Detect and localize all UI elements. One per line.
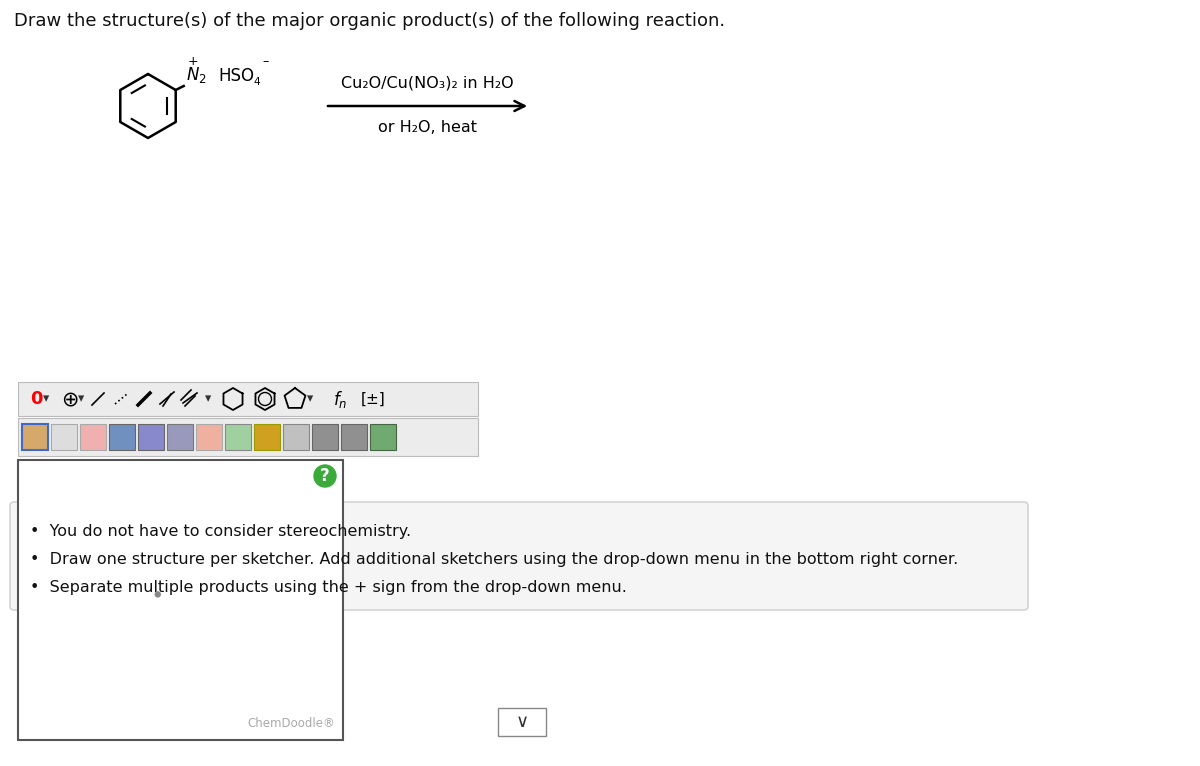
Bar: [370, 424, 396, 450]
Bar: [22, 424, 48, 450]
Text: $N_2$: $N_2$: [186, 65, 206, 85]
Text: 0: 0: [30, 390, 42, 408]
Bar: [109, 424, 134, 450]
Text: Cu₂O/Cu(NO₃)₂ in H₂O: Cu₂O/Cu(NO₃)₂ in H₂O: [341, 75, 514, 90]
Text: ▾: ▾: [78, 392, 84, 405]
Bar: [341, 424, 367, 450]
Text: •  Draw one structure per sketcher. Add additional sketchers using the drop-down: • Draw one structure per sketcher. Add a…: [30, 552, 959, 567]
Text: ∨: ∨: [516, 713, 528, 731]
Text: •  You do not have to consider stereochemistry.: • You do not have to consider stereochem…: [30, 524, 412, 539]
Text: ▾: ▾: [205, 392, 211, 405]
Bar: [80, 424, 106, 450]
Text: HSO: HSO: [218, 67, 254, 85]
FancyBboxPatch shape: [10, 502, 1028, 610]
Text: Draw the structure(s) of the major organic product(s) of the following reaction.: Draw the structure(s) of the major organ…: [14, 12, 725, 30]
Bar: [312, 424, 338, 450]
Bar: [254, 424, 280, 450]
Text: –: –: [263, 55, 269, 68]
Bar: [283, 424, 310, 450]
Bar: [498, 708, 546, 736]
Text: or H₂O, heat: or H₂O, heat: [378, 120, 478, 135]
Text: +: +: [187, 55, 198, 68]
Circle shape: [155, 592, 161, 597]
Circle shape: [314, 465, 336, 487]
Text: ▾: ▾: [43, 392, 49, 405]
Text: $\mathit{f_n}$: $\mathit{f_n}$: [332, 388, 347, 410]
Bar: [226, 424, 251, 450]
Bar: [18, 418, 478, 456]
Bar: [138, 424, 164, 450]
Bar: [18, 382, 478, 416]
Bar: [196, 424, 222, 450]
Text: $_4$: $_4$: [253, 73, 260, 88]
Bar: [18, 460, 343, 740]
Bar: [167, 424, 193, 450]
Text: ▾: ▾: [307, 392, 313, 405]
Bar: [50, 424, 77, 450]
Text: ChemDoodle®: ChemDoodle®: [247, 717, 335, 730]
Text: ?: ?: [320, 467, 330, 485]
Text: [±]: [±]: [361, 391, 385, 407]
Text: •  Separate multiple products using the + sign from the drop-down menu.: • Separate multiple products using the +…: [30, 580, 626, 595]
Text: ⊕: ⊕: [61, 389, 79, 409]
